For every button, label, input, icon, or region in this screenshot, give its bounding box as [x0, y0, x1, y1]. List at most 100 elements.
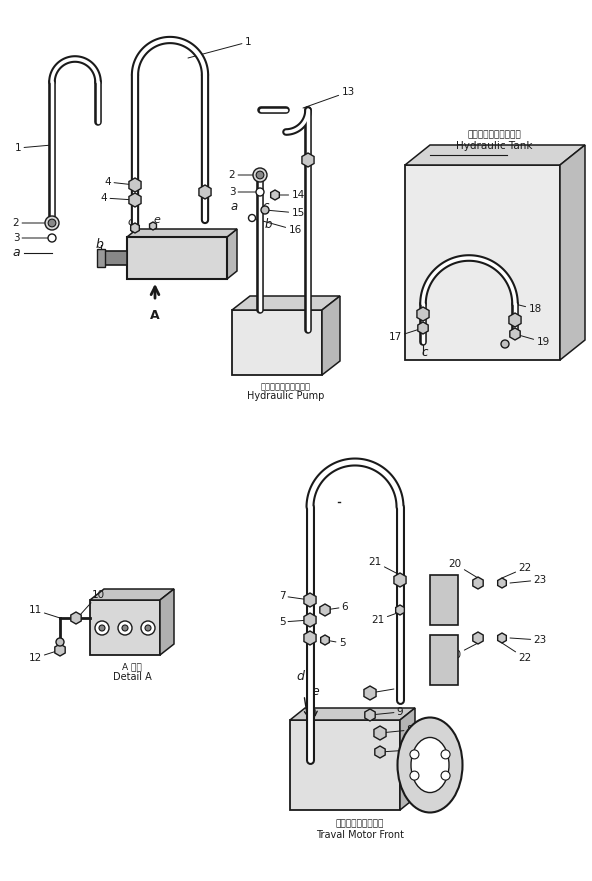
Circle shape — [410, 750, 419, 759]
Ellipse shape — [397, 717, 462, 812]
Polygon shape — [417, 307, 429, 321]
Text: 10: 10 — [80, 590, 105, 615]
Polygon shape — [55, 644, 65, 656]
Text: ハイドロリックタンク: ハイドロリックタンク — [467, 130, 521, 139]
Circle shape — [48, 219, 56, 226]
Polygon shape — [131, 223, 139, 233]
Bar — [232, 310, 322, 375]
Polygon shape — [498, 578, 506, 588]
Polygon shape — [375, 746, 385, 758]
Circle shape — [441, 771, 450, 780]
Polygon shape — [304, 631, 316, 645]
Polygon shape — [395, 605, 404, 615]
Text: b: b — [264, 218, 272, 231]
Polygon shape — [127, 229, 237, 237]
Text: A 詳細: A 詳細 — [122, 662, 142, 671]
Text: 11: 11 — [28, 605, 60, 618]
Polygon shape — [150, 222, 156, 230]
Bar — [430, 575, 458, 625]
Polygon shape — [71, 612, 81, 624]
Bar — [430, 635, 458, 685]
Circle shape — [249, 214, 256, 221]
Text: 16: 16 — [252, 218, 302, 235]
Text: a: a — [12, 247, 20, 260]
Text: 17: 17 — [388, 328, 423, 342]
Text: c: c — [422, 346, 428, 359]
Polygon shape — [405, 145, 585, 165]
Polygon shape — [322, 296, 340, 375]
Circle shape — [56, 638, 64, 646]
Text: A: A — [150, 309, 160, 322]
Polygon shape — [473, 577, 483, 589]
Text: 6: 6 — [325, 602, 348, 612]
Polygon shape — [510, 328, 520, 340]
Text: b: b — [95, 239, 103, 251]
Text: 21: 21 — [368, 557, 400, 575]
Text: 1: 1 — [15, 143, 52, 153]
Text: Traval Motor Front: Traval Motor Front — [316, 830, 404, 840]
Text: 8: 8 — [380, 725, 413, 735]
Circle shape — [145, 625, 151, 631]
Polygon shape — [400, 708, 415, 810]
Text: 走行モータフロント: 走行モータフロント — [336, 819, 384, 828]
Text: ハイドロリックポンプ: ハイドロリックポンプ — [261, 382, 311, 391]
Text: a: a — [230, 201, 237, 213]
Polygon shape — [364, 686, 376, 700]
Text: 20: 20 — [448, 643, 478, 660]
Text: 9: 9 — [380, 745, 413, 755]
Polygon shape — [199, 185, 211, 199]
Polygon shape — [473, 632, 483, 644]
Text: 5: 5 — [279, 617, 310, 627]
Circle shape — [501, 340, 509, 348]
Polygon shape — [290, 708, 415, 720]
Text: 12: 12 — [28, 650, 60, 663]
Bar — [405, 165, 560, 360]
Polygon shape — [509, 313, 521, 327]
Polygon shape — [160, 589, 174, 655]
Bar — [290, 720, 400, 810]
Circle shape — [441, 750, 450, 759]
Bar — [105, 251, 127, 265]
Circle shape — [253, 168, 267, 182]
Bar — [97, 249, 105, 267]
Polygon shape — [394, 573, 406, 587]
Text: 9: 9 — [370, 707, 403, 717]
Text: 14: 14 — [275, 190, 305, 200]
Polygon shape — [365, 709, 375, 721]
Text: 13: 13 — [303, 87, 355, 108]
Circle shape — [256, 188, 264, 196]
Circle shape — [99, 625, 105, 631]
Text: e: e — [311, 685, 319, 698]
Circle shape — [261, 206, 269, 214]
Text: 3: 3 — [229, 187, 260, 197]
Text: 2: 2 — [229, 170, 260, 180]
Polygon shape — [302, 153, 314, 167]
Text: 3: 3 — [12, 233, 52, 243]
Text: c: c — [263, 201, 269, 213]
Text: e: e — [153, 215, 160, 225]
Polygon shape — [227, 229, 237, 279]
Text: 22: 22 — [502, 643, 532, 663]
Text: 5: 5 — [325, 638, 345, 648]
Text: 23: 23 — [510, 575, 546, 585]
Text: d: d — [296, 670, 304, 683]
Text: 15: 15 — [265, 208, 305, 218]
Text: 8: 8 — [370, 683, 403, 693]
Polygon shape — [90, 589, 174, 600]
Text: 22: 22 — [502, 563, 532, 578]
Polygon shape — [374, 726, 386, 740]
Text: Hydraulic Pump: Hydraulic Pump — [247, 391, 324, 401]
Circle shape — [410, 771, 419, 780]
Polygon shape — [560, 145, 585, 360]
Text: 4: 4 — [101, 193, 135, 203]
Polygon shape — [304, 613, 316, 627]
Polygon shape — [304, 593, 316, 607]
Polygon shape — [498, 633, 506, 643]
Text: d: d — [127, 217, 134, 227]
Text: Hydraulic Tank: Hydraulic Tank — [456, 141, 532, 151]
Circle shape — [118, 621, 132, 635]
Text: 2: 2 — [12, 218, 52, 228]
Polygon shape — [129, 193, 141, 207]
Ellipse shape — [411, 737, 449, 793]
Polygon shape — [418, 322, 428, 334]
